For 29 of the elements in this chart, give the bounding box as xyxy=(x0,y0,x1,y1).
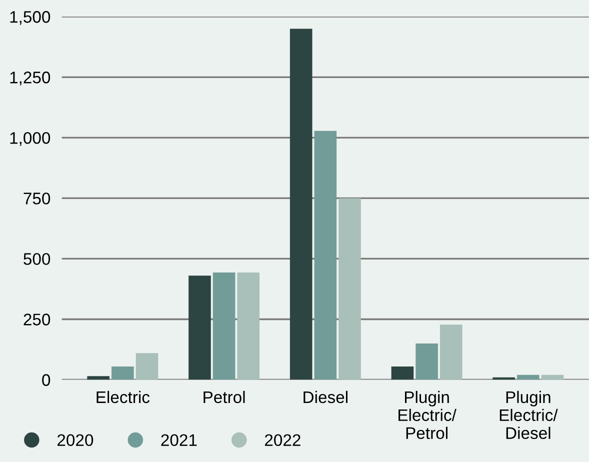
y-tick-label: 1,000 xyxy=(10,132,50,146)
bar xyxy=(290,28,312,380)
bar xyxy=(188,276,211,380)
bar xyxy=(212,272,236,380)
y-tick-label: 500 xyxy=(24,253,50,265)
y-tick-label: 1,250 xyxy=(10,72,50,86)
y-tick-label: 0 xyxy=(42,374,50,386)
bar xyxy=(517,374,540,380)
bar xyxy=(338,198,361,380)
bar xyxy=(87,376,110,380)
bar xyxy=(391,366,414,380)
bar xyxy=(237,272,260,380)
legend-label: 2021 xyxy=(161,434,197,446)
bar xyxy=(416,343,438,380)
x-tick-label: Plugin Electric/ Diesel xyxy=(500,390,558,440)
x-tick-label: Electric xyxy=(96,390,150,404)
bar xyxy=(314,130,337,380)
y-tick-label: 1,500 xyxy=(10,11,50,25)
x-tick-label: Petrol xyxy=(204,390,245,404)
legend-label: 2022 xyxy=(264,434,300,446)
bar xyxy=(136,353,158,380)
legend-label: 2020 xyxy=(58,434,94,446)
y-tick-label: 750 xyxy=(24,192,50,204)
x-tick-label: Diesel xyxy=(304,390,348,404)
x-tick-label: Plugin Electric/ Petrol xyxy=(398,390,456,440)
bar xyxy=(541,374,564,380)
bar xyxy=(112,366,134,380)
y-tick-label: 250 xyxy=(24,314,50,326)
bar xyxy=(440,324,462,380)
